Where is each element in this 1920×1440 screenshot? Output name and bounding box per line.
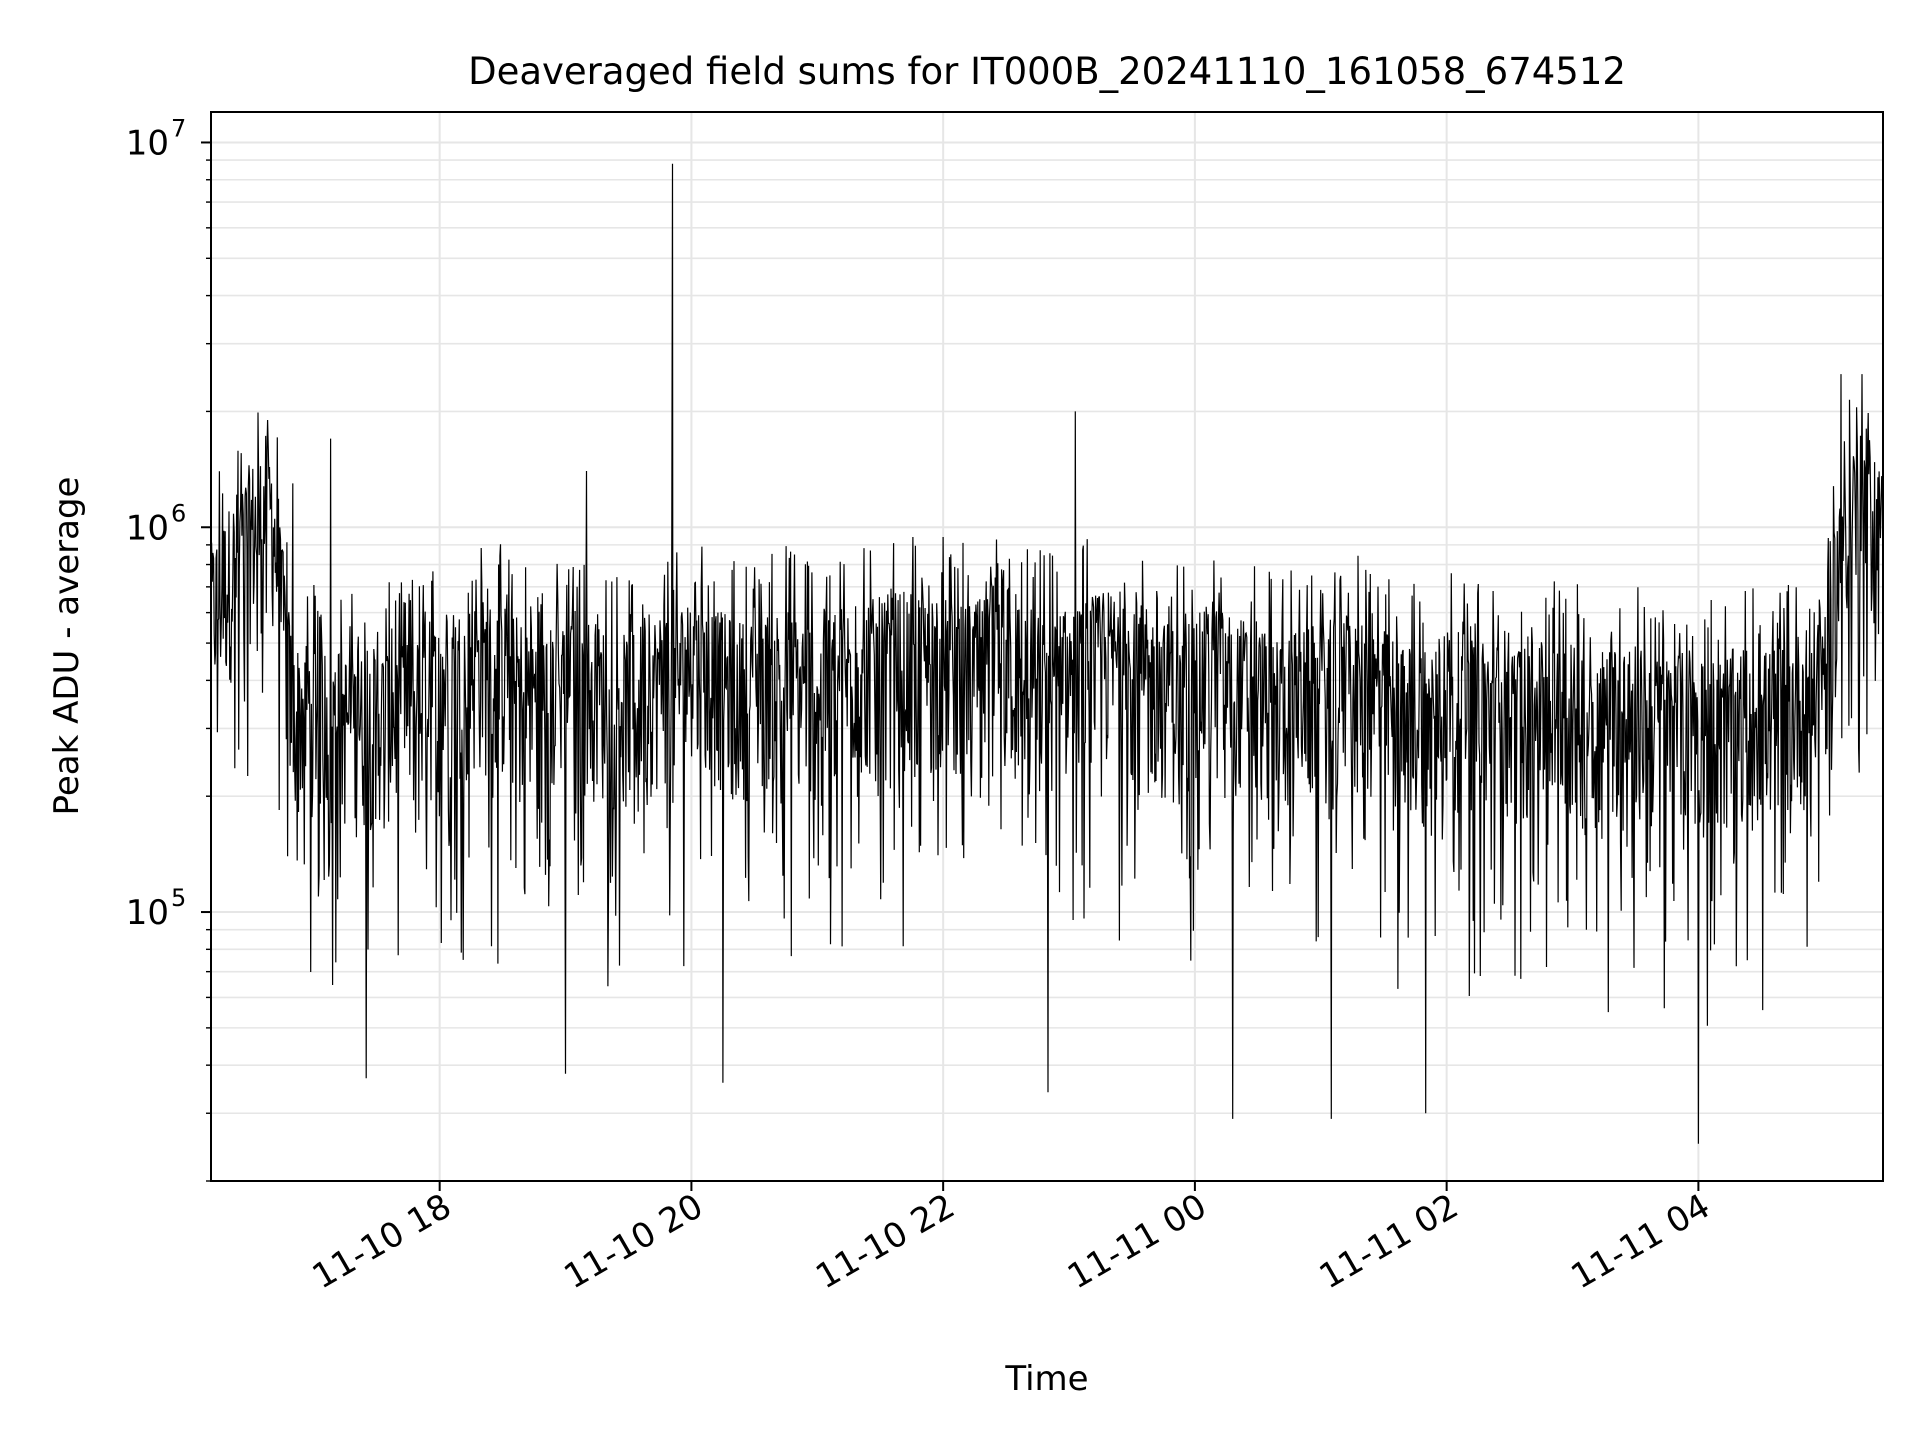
x-tick-label: 11-11 00 — [1061, 1186, 1213, 1297]
x-tick-label: 11-11 04 — [1564, 1186, 1716, 1297]
y-tick-label: 10 — [126, 893, 169, 933]
x-axis-label: Time — [1004, 1359, 1088, 1399]
plot-frame — [210, 111, 1884, 1182]
y-tick-label: 10 — [126, 123, 169, 163]
x-tick-label: 11-10 18 — [306, 1186, 458, 1297]
y-tick-exponent: 6 — [171, 499, 186, 527]
y-tick-label: 10 — [126, 508, 169, 548]
y-tick-exponent: 7 — [171, 114, 186, 142]
series-line — [210, 163, 1884, 1144]
major-gridlines — [211, 112, 1883, 1181]
y-axis-label: Peak ADU - average — [47, 477, 87, 816]
x-tick-label: 11-10 20 — [558, 1186, 710, 1297]
x-axis-ticks: 11-10 18 11-10 20 11-10 22 11-11 00 11-11 02… — [306, 1181, 1717, 1297]
series-path — [210, 163, 1884, 1144]
chart-title: Deaveraged field sums for IT000B_2024111… — [468, 50, 1626, 93]
y-tick-exponent: 5 — [171, 884, 186, 912]
x-tick-label: 11-11 02 — [1313, 1186, 1465, 1297]
x-tick-label: 11-10 22 — [809, 1186, 961, 1297]
